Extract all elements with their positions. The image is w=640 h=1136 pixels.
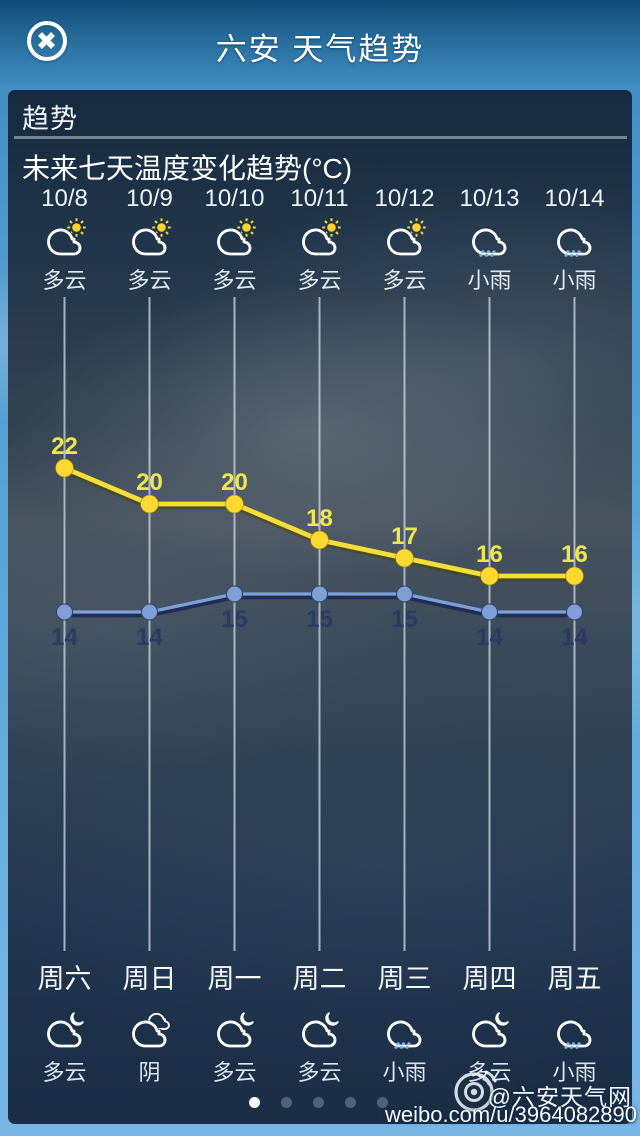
cloud-sun-icon	[128, 218, 172, 260]
page-dot[interactable]	[344, 1097, 356, 1108]
date-label: 10/9	[126, 185, 173, 212]
cloud-moon-icon	[468, 1010, 512, 1052]
cloud-rain-icon	[383, 1010, 427, 1052]
weekday-label: 周日	[122, 964, 177, 994]
weekday-label: 周六	[37, 964, 92, 994]
cloud-moon-icon	[298, 1010, 342, 1052]
weekday-label: 周二	[292, 964, 347, 994]
forecast-column: 10/12 多云周三小雨	[362, 0, 447, 1136]
date-label: 10/14	[544, 185, 605, 212]
pagination-dots	[0, 1097, 636, 1108]
page-dot-active[interactable]	[248, 1097, 260, 1108]
weekday-label: 周一	[207, 964, 262, 994]
forecast-column: 10/10 多云 周一 多云	[192, 0, 277, 1136]
date-label: 10/12	[374, 185, 435, 212]
close-button[interactable]	[27, 21, 67, 61]
night-condition-label: 小雨	[382, 1060, 427, 1085]
night-condition-label: 多云	[297, 1060, 342, 1085]
cloud-sun-icon	[213, 218, 257, 260]
weibo-eye-icon	[454, 1070, 497, 1112]
cloud-moon-icon	[213, 1010, 257, 1052]
chart-title: 未来七天温度变化趋势(°C)	[22, 153, 353, 184]
page-dot[interactable]	[312, 1097, 324, 1108]
forecast-column: 10/8 多云 周六 多云	[22, 0, 107, 1136]
day-condition-label: 多云	[297, 268, 342, 293]
forecast-column: 10/14 小雨 周五 小雨	[532, 0, 617, 1136]
section-divider	[14, 136, 627, 139]
night-condition-label: 多云	[42, 1060, 87, 1085]
watermark-handle: @六安天气网	[487, 1084, 632, 1110]
day-condition-label: 多云	[127, 268, 172, 293]
cloud-sun-icon	[383, 218, 427, 260]
overcast-icon	[128, 1010, 172, 1052]
page-dot[interactable]	[376, 1097, 388, 1108]
cloud-rain-icon	[468, 218, 512, 260]
watermark-url: weibo.com/u/3964082890	[385, 1102, 637, 1127]
day-condition-label: 小雨	[552, 268, 597, 293]
cloud-rain-icon	[553, 218, 597, 260]
cloud-moon-icon	[43, 1010, 87, 1052]
cloud-sun-icon	[298, 218, 342, 260]
cloud-sun-icon	[43, 218, 87, 260]
section-label: 趋势	[22, 104, 78, 134]
weekday-label: 周五	[547, 964, 602, 994]
date-label: 10/8	[41, 185, 88, 212]
weekday-label: 周四	[462, 964, 517, 994]
cloud-rain-icon	[553, 1010, 597, 1052]
day-condition-label: 多云	[382, 268, 427, 293]
forecast-column: 10/9 多云周日阴	[107, 0, 192, 1136]
date-label: 10/11	[290, 185, 349, 212]
header-bar: 六安 天气趋势	[0, 0, 640, 88]
page-title: 六安 天气趋势	[215, 32, 425, 67]
day-condition-label: 多云	[212, 268, 257, 293]
close-icon	[38, 32, 55, 49]
night-condition-label: 阴	[138, 1060, 161, 1085]
forecast-column: 10/13 小雨 周四 多云	[447, 0, 532, 1136]
weekday-label: 周三	[377, 964, 432, 994]
page-dot[interactable]	[280, 1097, 292, 1108]
night-condition-label: 多云	[212, 1060, 257, 1085]
date-label: 10/10	[204, 185, 265, 212]
forecast-column: 10/11 多云 周二 多云	[277, 0, 362, 1136]
day-condition-label: 多云	[42, 268, 87, 293]
night-condition-label: 小雨	[552, 1060, 597, 1085]
day-condition-label: 小雨	[467, 268, 512, 293]
date-label: 10/13	[459, 185, 520, 212]
